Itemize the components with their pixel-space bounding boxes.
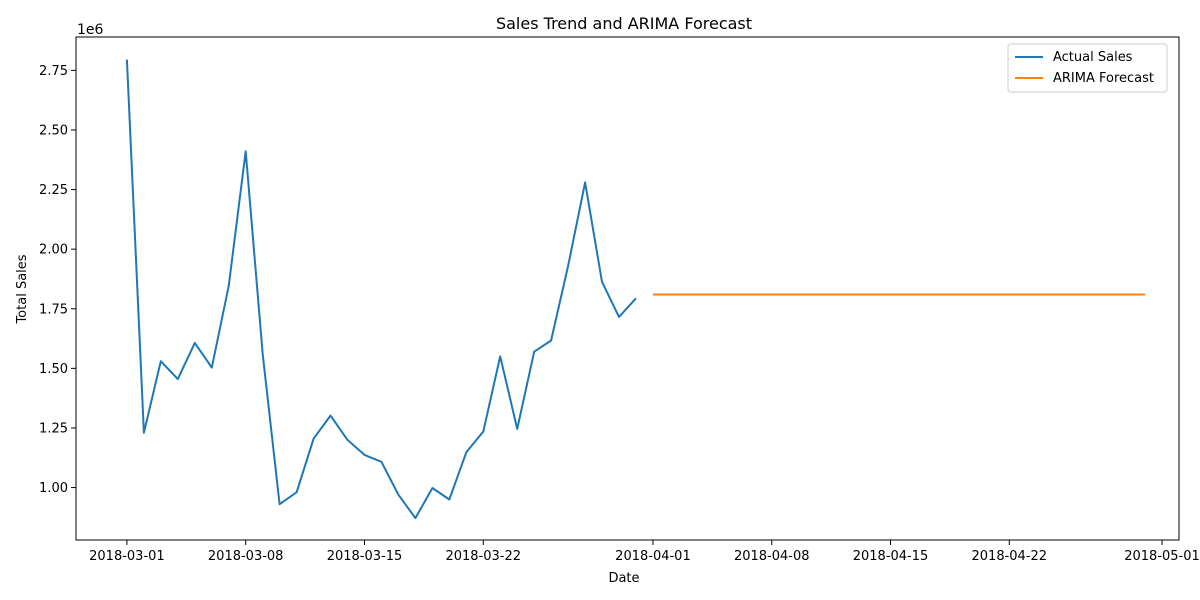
x-tick-label: 2018-04-08 (734, 549, 810, 564)
y-tick-label: 1.25 (39, 421, 68, 436)
y-tick-label: 2.00 (39, 243, 68, 258)
y-offset-label: 1e6 (77, 22, 104, 38)
legend-label-actual-sales: Actual Sales (1053, 50, 1133, 65)
x-tick-label: 2018-05-01 (1124, 549, 1200, 564)
x-axis: 2018-03-01 2018-03-08 2018-03-15 2018-03-22… (89, 540, 1200, 564)
legend: Actual Sales ARIMA Forecast (1007, 43, 1168, 93)
x-axis-label: Date (608, 571, 639, 586)
y-tick-label: 2.50 (39, 123, 68, 138)
x-tick-label: 2018-04-22 (972, 549, 1048, 564)
y-tick-label: 1.00 (39, 481, 68, 496)
plot-frame (75, 36, 1180, 541)
legend-label-arima-forecast: ARIMA Forecast (1053, 71, 1154, 86)
x-tick-label: 2018-03-08 (208, 549, 284, 564)
y-tick-label: 2.75 (39, 64, 68, 79)
chart-title: Sales Trend and ARIMA Forecast (496, 14, 752, 33)
y-axis-label: Total Sales (15, 254, 30, 324)
series-line-actual-sales (125, 59, 637, 520)
x-tick-label: 2018-04-15 (853, 549, 929, 564)
y-tick-label: 1.75 (39, 302, 68, 317)
x-tick-label: 2018-04-01 (615, 549, 691, 564)
x-tick-label: 2018-03-15 (327, 549, 403, 564)
y-axis: 1.00 1.25 1.50 1.75 2.00 2.25 2.50 2.75 (39, 64, 76, 496)
y-tick-label: 2.25 (39, 183, 68, 198)
y-tick-label: 1.50 (39, 362, 68, 377)
x-tick-label: 2018-03-01 (89, 549, 165, 564)
plot-lines (125, 59, 1146, 520)
x-tick-label: 2018-03-22 (445, 549, 521, 564)
legend-box (1007, 43, 1168, 93)
